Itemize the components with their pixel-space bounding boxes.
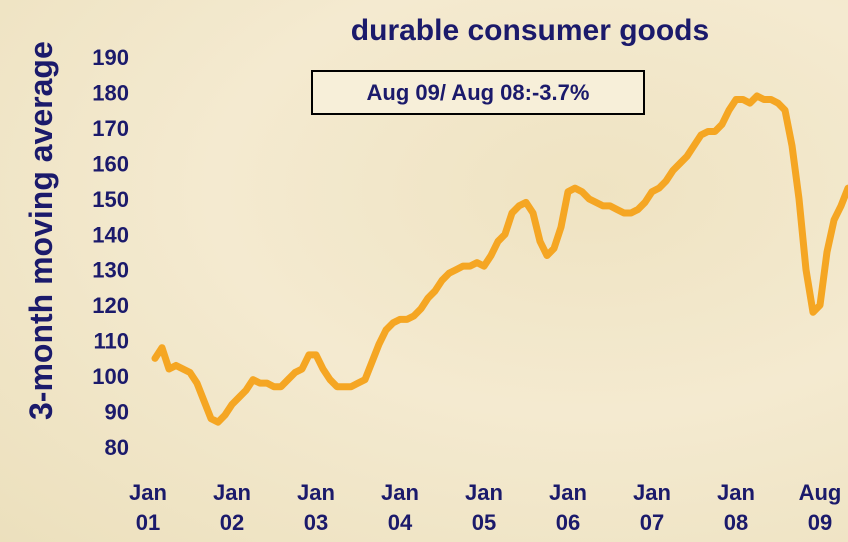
y-tick-label: 80 bbox=[105, 435, 129, 460]
y-tick-label: 130 bbox=[92, 258, 129, 283]
y-axis-title: 3-month moving average bbox=[23, 41, 59, 420]
x-tick-label: Jan 05 bbox=[454, 478, 514, 538]
annotation: Aug 09/ Aug 08:-3.7% bbox=[367, 80, 590, 105]
y-tick-label: 140 bbox=[92, 222, 129, 247]
y-tick-label: 170 bbox=[92, 116, 129, 141]
y-tick-label: 120 bbox=[92, 293, 129, 318]
x-tick-label: Jan 04 bbox=[370, 478, 430, 538]
y-tick-label: 180 bbox=[92, 80, 129, 105]
x-tick-label: Jan 03 bbox=[286, 478, 346, 538]
y-tick-label: 160 bbox=[92, 151, 129, 176]
chart: durable consumer goods Aug 09/ Aug 08:-3… bbox=[0, 0, 848, 542]
y-tick-label: 110 bbox=[94, 329, 130, 354]
chart-title: durable consumer goods bbox=[351, 14, 709, 47]
x-tick-label: Jan 02 bbox=[202, 478, 262, 538]
x-tick-label: Jan 01 bbox=[118, 478, 178, 538]
x-tick-label: Jan 08 bbox=[706, 478, 766, 538]
x-tick-label: Jan 07 bbox=[622, 478, 682, 538]
y-tick-label: 90 bbox=[105, 400, 129, 425]
data-line bbox=[155, 96, 848, 422]
x-tick-label: Aug 09 bbox=[790, 478, 848, 538]
y-tick-label: 150 bbox=[92, 187, 129, 212]
y-tick-label: 190 bbox=[92, 45, 129, 70]
page: {"chart_data": {"type": "line", "title":… bbox=[0, 0, 848, 542]
x-tick-label: Jan 06 bbox=[538, 478, 598, 538]
y-tick-label: 100 bbox=[92, 364, 129, 389]
